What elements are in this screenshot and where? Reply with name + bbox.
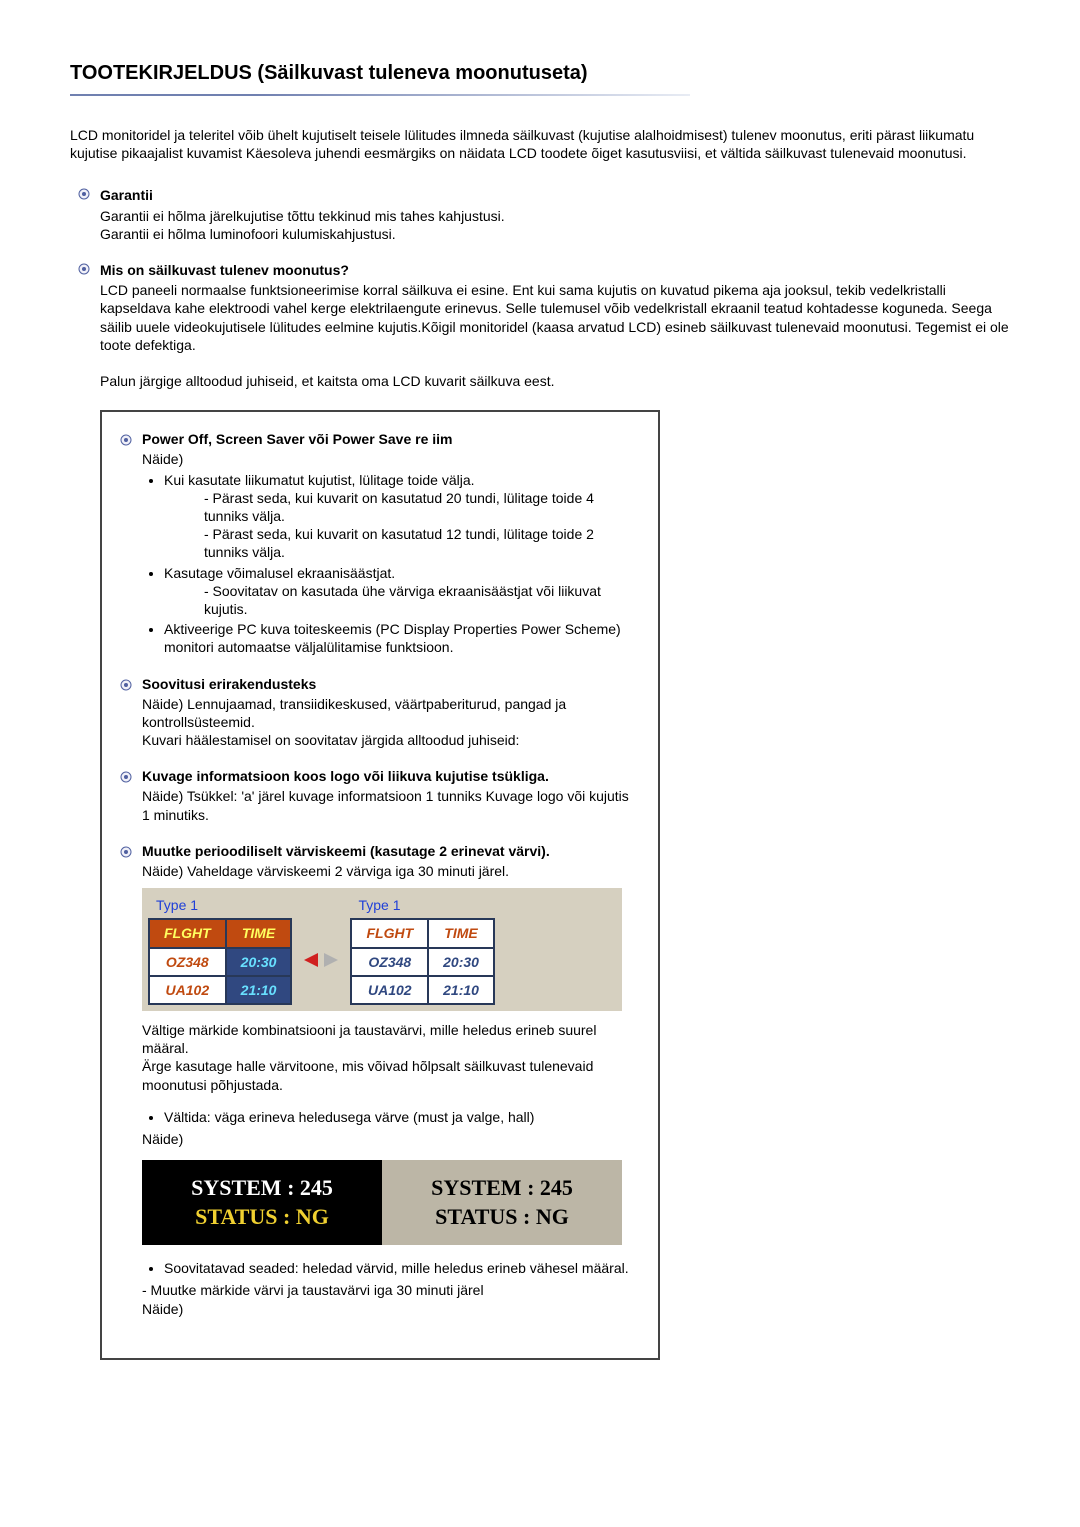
td-cell: OZ348 bbox=[149, 948, 226, 976]
box-section-title: Kuvage informatsioon koos logo või liiku… bbox=[142, 767, 638, 785]
td-cell: 20:30 bbox=[428, 948, 494, 976]
box-section-suggestions: Soovitusi erirakendusteks Näide) Lennuja… bbox=[120, 675, 638, 750]
text-line: Vältige märkide kombinatsiooni ja tausta… bbox=[142, 1022, 596, 1056]
list-sub: - Pärast seda, kui kuvarit on kasutatud … bbox=[164, 525, 638, 561]
system-status-wrap: SYSTEM : 245 STATUS : NG SYSTEM : 245 ST… bbox=[142, 1160, 622, 1245]
schedule-table-a: FLGHT TIME OZ348 20:30 UA102 21:10 bbox=[148, 918, 292, 1005]
box-section-color-scheme: Muutke perioodiliselt värviskeemi (kasut… bbox=[120, 842, 638, 880]
intro-paragraph: LCD monitoridel ja teleritel võib ühelt … bbox=[70, 126, 1010, 162]
example-label: Näide) bbox=[142, 1301, 183, 1317]
title-divider bbox=[70, 94, 690, 96]
text-line: Kuvari häälestamisel on soovitatav järgi… bbox=[142, 732, 519, 748]
list-item: Kui kasutate liikumatut kujutist, lülita… bbox=[164, 471, 638, 562]
list-text: Aktiveerige PC kuva toiteskeemis (PC Dis… bbox=[164, 621, 621, 655]
bullet-list: Kui kasutate liikumatut kujutist, lülita… bbox=[142, 471, 638, 657]
document-page: TOOTEKIRJELDUS (Säilkuvast tuleneva moon… bbox=[0, 0, 1080, 1400]
bullet-icon bbox=[120, 769, 132, 781]
list-item: Aktiveerige PC kuva toiteskeemis (PC Dis… bbox=[164, 620, 638, 656]
bullet-icon bbox=[78, 188, 90, 200]
list-item: Vältida: väga erineva heledusega värve (… bbox=[164, 1108, 638, 1126]
list-sub: - Soovitatav on kasutada ühe värviga ekr… bbox=[164, 582, 638, 618]
text-line: Näide) Vaheldage värviskeemi 2 värviga i… bbox=[142, 863, 509, 879]
section-warranty: Garantii Garantii ei hõlma järelkujutise… bbox=[70, 186, 1010, 243]
section-title: Garantii bbox=[100, 186, 1010, 204]
bullet-icon bbox=[120, 432, 132, 444]
system-status-figure: SYSTEM : 245 STATUS : NG SYSTEM : 245 ST… bbox=[120, 1160, 638, 1245]
section-text: Garantii ei hõlma järelkujutise tõttu te… bbox=[100, 208, 505, 242]
list-text: Kui kasutate liikumatut kujutist, lülita… bbox=[164, 472, 475, 488]
bullet-icon bbox=[120, 677, 132, 689]
box-section-power: Power Off, Screen Saver või Power Save r… bbox=[120, 430, 638, 656]
after-system-text: Soovitatavad seaded: heledad värvid, mil… bbox=[120, 1259, 638, 1318]
th-flight: FLGHT bbox=[149, 919, 226, 947]
list-item: Kasutage võimalusel ekraanisäästjat. - S… bbox=[164, 564, 638, 619]
system-line2: STATUS : NG bbox=[392, 1203, 612, 1232]
swap-arrows-icon bbox=[302, 931, 340, 969]
box-section-cycle: Kuvage informatsioon koos logo või liiku… bbox=[120, 767, 638, 824]
th-time: TIME bbox=[226, 919, 292, 947]
after-schedule-text: Vältige märkide kombinatsiooni ja tausta… bbox=[120, 1021, 638, 1148]
td-cell: 21:10 bbox=[428, 976, 494, 1004]
bullet-icon bbox=[120, 844, 132, 856]
example-label: Näide) bbox=[142, 1131, 183, 1147]
td-cell: OZ348 bbox=[351, 948, 428, 976]
text-line: Näide) Tsükkel: 'a' järel kuvage informa… bbox=[142, 788, 629, 822]
section-text: LCD paneeli normaalse funktsioneerimise … bbox=[100, 282, 1009, 353]
section-title: Mis on säilkuvast tulenev moonutus? bbox=[100, 261, 1010, 279]
schedule-col-a: Type 1 FLGHT TIME OZ348 20:30 UA102 21:1 bbox=[148, 894, 292, 1005]
list-sub: - Pärast seda, kui kuvarit on kasutatud … bbox=[164, 489, 638, 525]
bullet-icon bbox=[78, 263, 90, 275]
schedule-label: Type 1 bbox=[350, 894, 494, 918]
schedule-table-b: FLGHT TIME OZ348 20:30 UA102 21:10 bbox=[350, 918, 494, 1005]
td-cell: UA102 bbox=[149, 976, 226, 1004]
list-text: Vältida: väga erineva heledusega värve (… bbox=[164, 1109, 534, 1125]
list-item: Soovitatavad seaded: heledad värvid, mil… bbox=[164, 1259, 638, 1277]
section-after-text: Palun järgige alltoodud juhiseid, et kai… bbox=[100, 373, 554, 389]
box-section-title: Power Off, Screen Saver või Power Save r… bbox=[142, 430, 638, 448]
schedule-label: Type 1 bbox=[148, 894, 292, 918]
schedule-figure: Type 1 FLGHT TIME OZ348 20:30 UA102 21:1 bbox=[120, 888, 638, 1011]
th-time: TIME bbox=[428, 919, 494, 947]
schedule-wrap: Type 1 FLGHT TIME OZ348 20:30 UA102 21:1 bbox=[142, 888, 622, 1011]
text-line: Ärge kasutage halle värvitoone, mis võiv… bbox=[142, 1058, 593, 1092]
text-line: - Muutke märkide värvi ja taustavärvi ig… bbox=[142, 1282, 484, 1298]
system-line1: SYSTEM : 245 bbox=[152, 1174, 372, 1203]
system-line2: STATUS : NG bbox=[152, 1203, 372, 1232]
page-title: TOOTEKIRJELDUS (Säilkuvast tuleneva moon… bbox=[70, 60, 1010, 86]
bullet-list: Vältida: väga erineva heledusega värve (… bbox=[142, 1108, 638, 1126]
td-cell: 20:30 bbox=[226, 948, 292, 976]
td-cell: UA102 bbox=[351, 976, 428, 1004]
bullet-list: Soovitatavad seaded: heledad värvid, mil… bbox=[142, 1259, 638, 1277]
list-text: Soovitatavad seaded: heledad värvid, mil… bbox=[164, 1260, 629, 1276]
box-section-title: Soovitusi erirakendusteks bbox=[142, 675, 638, 693]
box-section-title: Muutke perioodiliselt värviskeemi (kasut… bbox=[142, 842, 638, 860]
system-status-dark: SYSTEM : 245 STATUS : NG bbox=[142, 1160, 382, 1245]
example-label: Näide) bbox=[142, 451, 183, 467]
schedule-col-b: Type 1 FLGHT TIME OZ348 20:30 UA102 21:1 bbox=[350, 894, 494, 1005]
section-what-is: Mis on säilkuvast tulenev moonutus? LCD … bbox=[70, 261, 1010, 390]
system-status-light: SYSTEM : 245 STATUS : NG bbox=[382, 1160, 622, 1245]
text-line: Näide) Lennujaamad, transiidikeskused, v… bbox=[142, 696, 566, 730]
th-flight: FLGHT bbox=[351, 919, 428, 947]
td-cell: 21:10 bbox=[226, 976, 292, 1004]
list-text: Kasutage võimalusel ekraanisäästjat. bbox=[164, 565, 395, 581]
system-line1: SYSTEM : 245 bbox=[392, 1174, 612, 1203]
guidance-box: Power Off, Screen Saver või Power Save r… bbox=[100, 410, 660, 1360]
